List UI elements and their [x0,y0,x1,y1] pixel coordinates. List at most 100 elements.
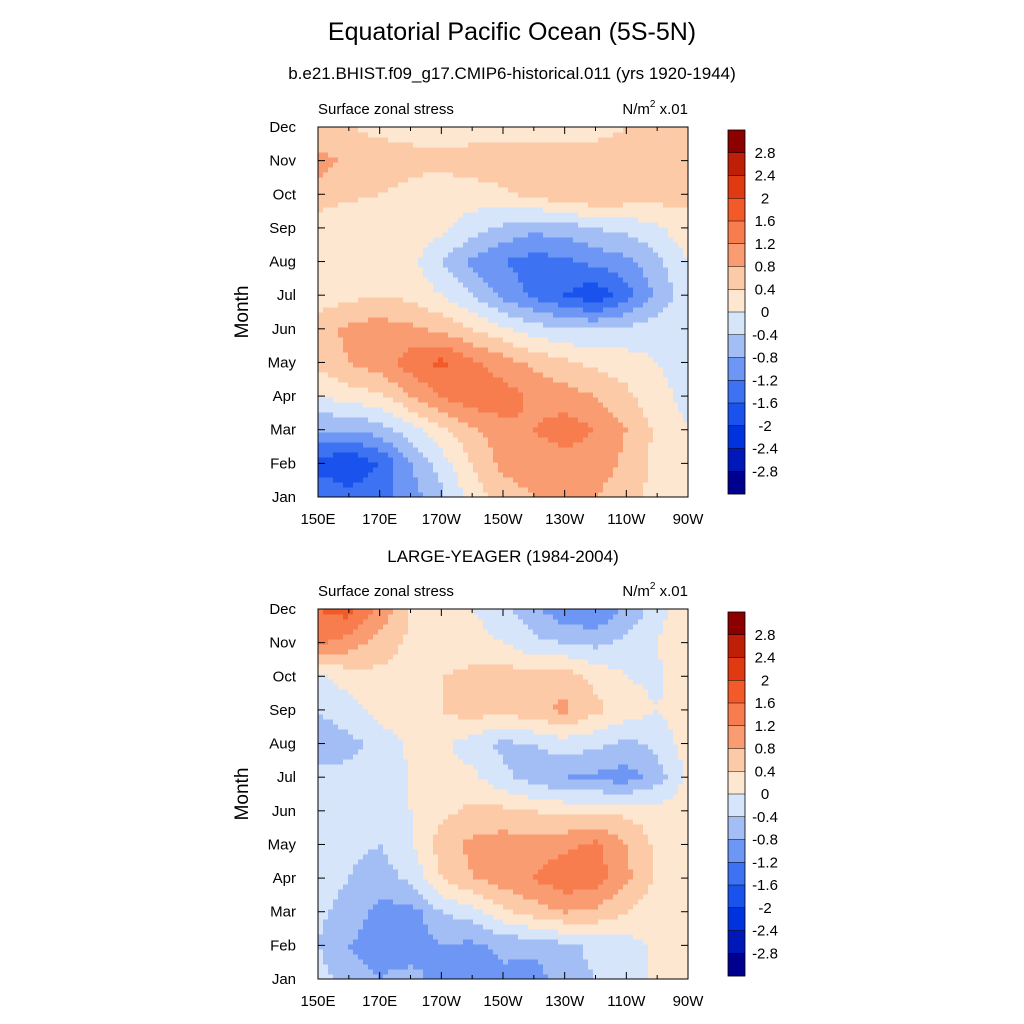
contour-cell [633,452,639,458]
contour-cell [473,142,479,148]
contour-cell [483,167,489,173]
contour-cell [528,412,534,418]
contour-cell [398,177,404,183]
contour-cell [423,187,429,193]
contour-cell [338,272,344,278]
contour-cell [603,137,609,143]
contour-cell [588,192,594,198]
contour-cell [428,407,434,413]
contour-cell [388,172,394,178]
contour-cell [498,422,504,428]
contour-cell [503,327,509,333]
contour-cell [568,127,574,133]
contour-cell [328,457,334,463]
contour-cell [358,267,364,273]
contour-cell [393,192,399,198]
contour-cell [563,457,569,463]
contour-cell [393,357,399,363]
contour-cell [518,172,524,178]
contour-cell [528,482,534,488]
contour-cell [333,307,339,313]
contour-cell [633,407,639,413]
contour-cell [543,307,549,313]
contour-cell [558,207,564,213]
contour-cell [473,357,479,363]
contour-cell [453,242,459,248]
contour-cell [503,142,509,148]
contour-cell [638,492,644,498]
contour-cell [368,252,374,258]
contour-cell [603,337,609,343]
contour-cell [343,277,349,283]
contour-cell [318,257,324,263]
contour-cell [428,412,434,418]
contour-cell [458,387,464,393]
contour-cell [653,412,659,418]
contour-cell [348,467,354,473]
contour-cell [523,392,529,398]
contour-cell [403,242,409,248]
contour-cell [323,167,329,173]
contour-cell [468,337,474,343]
contour-cell [588,332,594,338]
contour-cell [593,197,599,203]
contour-cell [538,272,544,278]
contour-cell [493,482,499,488]
contour-cell [383,402,389,408]
contour-cell [343,307,349,313]
contour-cell [563,202,569,208]
contour-cell [543,437,549,443]
contour-cell [568,327,574,333]
contour-cell [513,467,519,473]
contour-cell [623,197,629,203]
contour-cell [433,337,439,343]
contour-cell [448,162,454,168]
contour-cell [488,492,494,498]
contour-cell [468,397,474,403]
contour-cell [613,142,619,148]
contour-cell [628,282,634,288]
contour-cell [608,457,614,463]
contour-cell [533,307,539,313]
contour-cell [598,162,604,168]
contour-cell [493,192,499,198]
contour-cell [378,232,384,238]
contour-cell [423,397,429,403]
contour-cell [388,317,394,323]
contour-cell [393,487,399,493]
contour-cell [618,252,624,258]
contour-cell [618,147,624,153]
contour-cell [508,487,514,493]
contour-cell [408,312,414,318]
contour-cell [388,147,394,153]
contour-cell [543,207,549,213]
contour-cell [453,367,459,373]
contour-cell [553,442,559,448]
contour-cell [393,157,399,163]
contour-cell [388,472,394,478]
contour-cell [368,382,374,388]
contour-cell [473,267,479,273]
contour-cell [433,327,439,333]
contour-cell [548,412,554,418]
contour-cell [568,452,574,458]
contour-cell [383,332,389,338]
contour-cell [563,157,569,163]
contour-cell [538,492,544,498]
contour-cell [498,152,504,158]
contour-cell [618,427,624,433]
contour-cell [543,402,549,408]
contour-cell [648,157,654,163]
contour-cell [408,422,414,428]
contour-cell [408,307,414,313]
contour-cell [373,217,379,223]
contour-cell [608,252,614,258]
contour-cell [533,332,539,338]
contour-cell [338,307,344,313]
contour-cell [383,417,389,423]
contour-cell [343,172,349,178]
contour-cell [558,492,564,498]
contour-cell [398,302,404,308]
contour-cell [358,292,364,298]
contour-cell [368,417,374,423]
